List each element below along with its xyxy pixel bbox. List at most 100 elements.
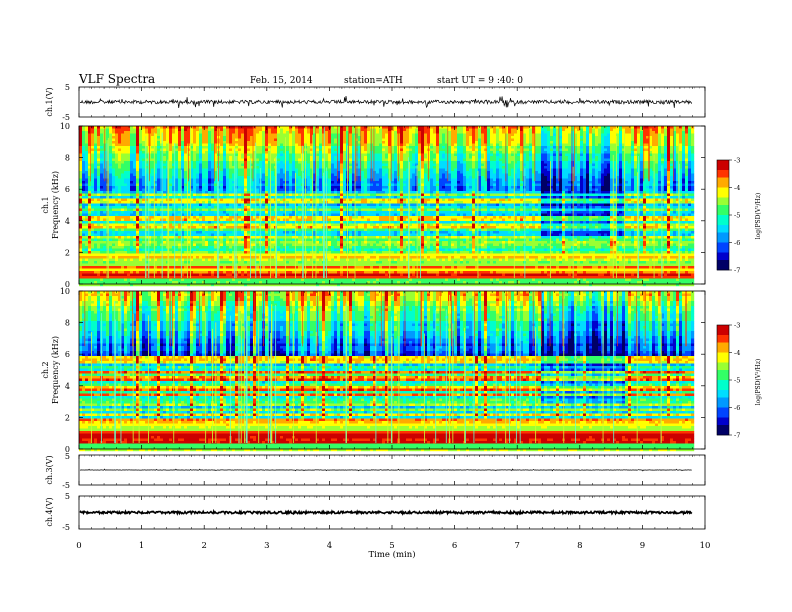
spectrogram-cell: [280, 176, 284, 179]
spectrogram-cell: [169, 138, 173, 142]
spectrogram-cell: [202, 206, 206, 209]
spectrogram-cell: [208, 231, 212, 234]
spectrogram-cell: [307, 166, 311, 169]
spectrogram-cell: [115, 191, 119, 194]
spectrogram-cell: [310, 166, 314, 169]
spectrogram-cell: [94, 283, 98, 287]
spectrogram-cell: [196, 128, 200, 132]
spectrogram-cell: [130, 276, 134, 279]
spectrogram-cell: [256, 151, 260, 154]
spectrogram-cell: [205, 256, 209, 259]
spectrogram-cell: [82, 163, 86, 167]
spectrogram-cell: [160, 133, 164, 137]
spectrogram-cell: [223, 266, 227, 269]
spectrogram-cell: [244, 128, 248, 132]
spectrogram-cell: [292, 171, 296, 174]
spectrogram-cell: [178, 228, 182, 232]
spectrogram-cell: [82, 188, 86, 192]
spectrogram-cell: [154, 276, 158, 279]
spectrogram-cell: [274, 141, 278, 144]
spectrogram-cell: [250, 211, 254, 214]
spectrogram-cell: [196, 248, 200, 252]
spectrogram-cell: [298, 138, 302, 142]
spectrogram-cell: [241, 263, 245, 267]
spectrogram-cell: [271, 251, 275, 254]
spectrogram-cell: [289, 166, 293, 169]
spectrogram-cell: [142, 243, 146, 247]
spectrogram-cell: [229, 273, 233, 277]
spectrogram-cell: [223, 146, 227, 149]
spectrogram-cell: [289, 243, 293, 247]
spectrogram-cell: [295, 253, 299, 257]
spectrogram-cell: [127, 263, 131, 267]
spectrogram-cell: [181, 196, 185, 199]
spectrogram-cell: [169, 228, 173, 232]
spectrogram-cell: [184, 203, 188, 207]
spectrogram-cell: [250, 236, 254, 239]
spectrogram-cell: [106, 258, 110, 262]
spectrogram-cell: [193, 211, 197, 214]
spectrogram-cell: [106, 193, 110, 197]
spectrogram-cell: [109, 278, 113, 282]
spectrogram-cell: [280, 248, 284, 252]
spectrogram-cell: [226, 166, 230, 169]
spectrogram-cell: [259, 163, 263, 167]
spectrogram-cell: [190, 251, 194, 254]
spectrogram-cell: [193, 278, 197, 282]
spectrogram-cell: [121, 158, 125, 162]
spectrogram-cell: [229, 168, 233, 172]
spectrogram-cell: [94, 246, 98, 249]
spectrogram-cell: [283, 211, 287, 214]
spectrogram-cell: [94, 186, 98, 189]
spectrogram-cell: [88, 266, 92, 269]
spectrogram-cell: [256, 196, 260, 199]
spectrogram-cell: [196, 261, 200, 264]
spectrogram-cell: [199, 263, 203, 267]
spectrogram-cell: [298, 271, 302, 274]
spectrogram-cell: [151, 253, 155, 257]
spectrogram-cell: [220, 156, 224, 159]
spectrogram-cell: [151, 273, 155, 277]
spectrogram-cell: [220, 203, 224, 207]
spectrogram-cell: [247, 198, 251, 202]
spectrogram-cell: [301, 136, 305, 139]
spectrogram-cell: [181, 256, 185, 259]
spectrogram-cell: [103, 266, 107, 269]
spectrogram-cell: [280, 156, 284, 159]
spectrogram-cell: [259, 128, 263, 132]
spectrogram-cell: [112, 276, 116, 279]
spectrogram-cell: [121, 161, 125, 164]
spectrogram-cell: [82, 178, 86, 182]
spectrogram-cell: [184, 226, 188, 229]
spectrogram-cell: [277, 206, 281, 209]
spectrogram-cell: [211, 208, 215, 212]
spectrogram-cell: [163, 273, 167, 277]
spectrogram-cell: [223, 258, 227, 262]
spectrogram-cell: [241, 231, 245, 234]
spectrogram-cell: [82, 151, 86, 154]
spectrogram-cell: [223, 173, 227, 177]
spectrogram-cell: [232, 156, 236, 159]
spectrogram-cell: [142, 261, 146, 264]
spectrogram-cell: [295, 196, 299, 199]
spectrogram-cell: [166, 136, 170, 139]
spectrogram-cell: [286, 246, 290, 249]
spectrogram-cell: [232, 166, 236, 169]
spectrogram-cell: [193, 191, 197, 194]
spectrogram-cell: [103, 261, 107, 264]
spectrogram-cell: [175, 166, 179, 169]
spectrogram-cell: [226, 211, 230, 214]
spectrogram-cell: [196, 196, 200, 199]
spectrogram-cell: [148, 266, 152, 269]
spectrogram-cell: [91, 268, 95, 272]
spectrogram-cell: [238, 151, 242, 154]
spectrogram-cell: [148, 253, 152, 257]
spectrogram-cell: [115, 221, 119, 224]
spectrogram-cell: [106, 128, 110, 132]
spectrogram-cell: [136, 148, 140, 152]
spectrogram-cell: [91, 233, 95, 237]
spectrogram-cell: [268, 183, 272, 187]
spectrogram-cell: [163, 233, 167, 237]
spectrogram-cell: [271, 143, 275, 147]
spectrogram-cell: [154, 221, 158, 224]
